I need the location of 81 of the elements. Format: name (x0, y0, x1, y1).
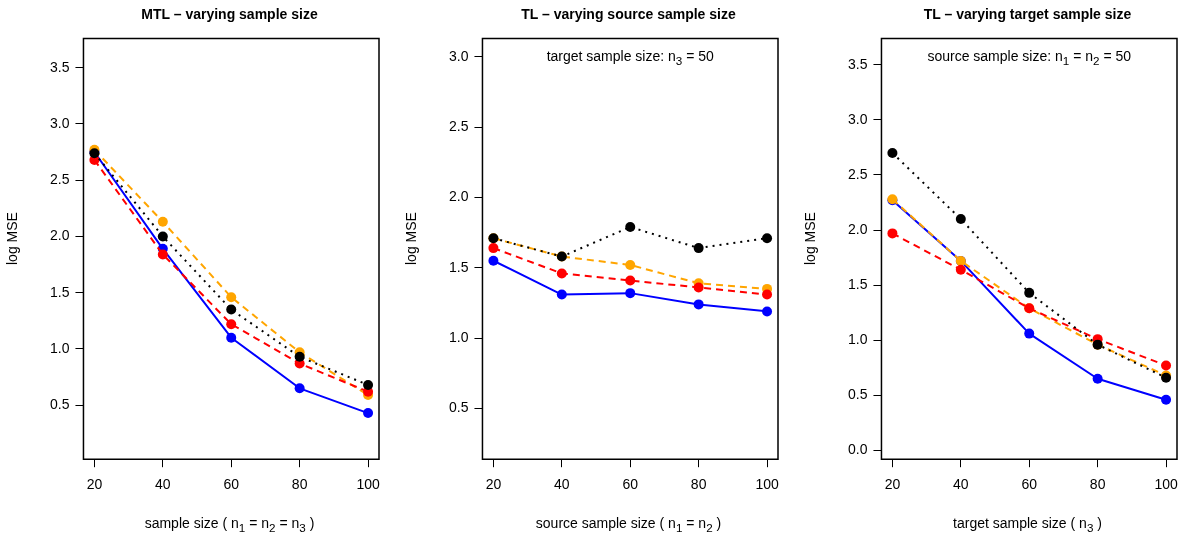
point (1161, 360, 1172, 371)
point (955, 214, 966, 225)
x-tick-label: 40 (554, 476, 570, 493)
y-tick-label: 2.0 (847, 220, 868, 237)
point (762, 233, 773, 244)
x-tick-label: 20 (884, 476, 901, 493)
y-tick-label: 2.5 (847, 165, 868, 182)
point (887, 147, 898, 158)
y-tick-label: 1.5 (847, 276, 868, 293)
annotation: target sample size: n$_{3}$ = 50 (546, 48, 714, 68)
point (1161, 394, 1172, 405)
point (887, 228, 898, 239)
point (556, 289, 567, 300)
x-tick-label: 20 (86, 476, 103, 493)
y-tick-label: 2.0 (448, 188, 469, 205)
point (625, 221, 636, 232)
x-axis-title: target sample size ( n$_{3}$ ) (952, 515, 1103, 534)
point (1024, 328, 1035, 339)
point (157, 249, 168, 260)
point (157, 216, 168, 227)
point (363, 379, 374, 390)
y-tick-label: 3.5 (49, 58, 70, 75)
y-tick-label: 0.5 (49, 396, 70, 413)
point (693, 282, 704, 293)
x-tick-label: 40 (953, 476, 969, 493)
y-tick-label: 1.0 (847, 331, 868, 348)
x-tick-label: 100 (356, 476, 380, 493)
y-axis-title: log MSE (403, 212, 419, 265)
x-tick-label: 60 (223, 476, 240, 493)
point (363, 408, 374, 419)
y-tick-label: 2.5 (448, 117, 469, 134)
point (955, 264, 966, 275)
point (693, 299, 704, 310)
point (625, 259, 636, 270)
chart-title: MTL – varying sample size (140, 6, 319, 22)
x-tick-label: 60 (1021, 476, 1038, 493)
y-tick-label: 1.5 (448, 258, 469, 275)
point (294, 351, 305, 362)
y-tick-label: 3.5 (847, 55, 868, 72)
point (294, 383, 305, 394)
point (625, 288, 636, 299)
x-tick-label: 80 (690, 476, 707, 493)
y-tick-label: 3.0 (49, 114, 70, 131)
point (556, 268, 567, 279)
x-tick-label: 40 (155, 476, 171, 493)
point (1092, 373, 1103, 384)
chart-title: TL – varying target sample size (922, 6, 1133, 22)
x-tick-label: 60 (622, 476, 639, 493)
annotation: source sample size: n$_{1}$ = n$_{2}$ = 50 (927, 48, 1132, 68)
point (1024, 287, 1035, 298)
y-axis-title: log MSE (4, 212, 20, 265)
y-tick-label: 0.5 (847, 386, 868, 403)
point (226, 319, 237, 330)
x-tick-label: 80 (291, 476, 308, 493)
x-tick-label: 100 (755, 476, 779, 493)
point (762, 306, 773, 317)
y-tick-label: 2.0 (49, 227, 70, 244)
point (762, 289, 773, 300)
x-tick-label: 100 (1154, 476, 1178, 493)
point (226, 292, 237, 303)
x-tick-label: 80 (1089, 476, 1106, 493)
y-tick-label: 1.0 (49, 339, 70, 356)
point (226, 304, 237, 315)
y-axis-title: log MSE (802, 212, 818, 265)
y-tick-label: 2.5 (49, 171, 70, 188)
point (625, 275, 636, 286)
point (226, 332, 237, 343)
point (157, 231, 168, 242)
y-tick-label: 1.5 (49, 283, 70, 300)
y-tick-label: 0.0 (847, 441, 868, 458)
y-tick-label: 1.0 (448, 329, 469, 346)
x-axis-title: source sample size ( n$_{1}$ = n$_{2}$ ) (534, 515, 723, 534)
y-tick-label: 0.5 (448, 399, 469, 416)
point (488, 243, 499, 254)
x-axis-title: sample size ( n$_{1}$ = n$_{2}$ = n$_{3}$ ) (143, 515, 316, 534)
point (693, 243, 704, 254)
point (488, 255, 499, 266)
y-tick-label: 3.0 (448, 47, 469, 64)
chart-title: TL – varying source sample size (520, 6, 737, 22)
x-tick-label: 20 (485, 476, 502, 493)
y-tick-label: 3.0 (847, 110, 868, 127)
